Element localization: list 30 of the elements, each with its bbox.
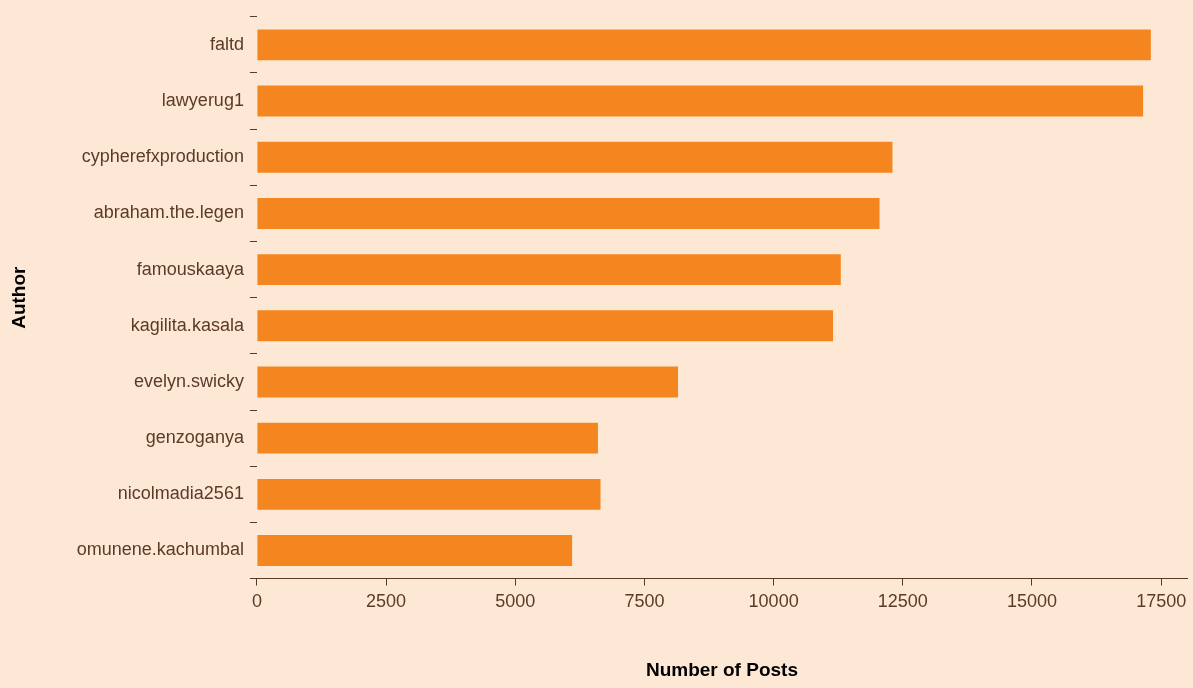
bar [257, 141, 893, 173]
x-tick-label: 17500 [1136, 591, 1187, 612]
x-tick-label: 5000 [495, 591, 536, 612]
bar [257, 85, 1144, 117]
x-tick-label: 15000 [1006, 591, 1058, 612]
bar [257, 535, 573, 566]
y-axis-title: Author [7, 265, 29, 329]
x-tick-label: 0 [251, 591, 262, 612]
x-tick-label: 2500 [366, 591, 407, 612]
bar [257, 254, 841, 286]
y-tick-label: evelyn.swicky [133, 370, 244, 391]
y-tick-label: cypherefxproduction [81, 146, 244, 167]
bar [257, 366, 679, 398]
y-tick-label: faltd [209, 33, 244, 54]
x-axis-title: Number of Posts [645, 658, 798, 680]
y-tick-label: nicolmadia2561 [117, 483, 244, 504]
bar [257, 478, 601, 510]
bar [257, 422, 598, 454]
y-tick-label: genzoganya [145, 427, 245, 448]
bar [257, 310, 834, 342]
bar [257, 197, 880, 229]
x-tick-label: 7500 [624, 591, 665, 612]
y-tick-label: famouskaaya [136, 258, 245, 279]
y-tick-label: kagilita.kasala [130, 314, 245, 335]
y-tick-label: lawyerug1 [161, 90, 244, 111]
bar [257, 29, 1151, 61]
x-tick-label: 12500 [877, 591, 928, 612]
y-tick-label: omunene.kachumbal [76, 539, 244, 560]
y-tick-label: abraham.the.legen [93, 202, 244, 223]
x-tick-label: 10000 [748, 591, 799, 612]
